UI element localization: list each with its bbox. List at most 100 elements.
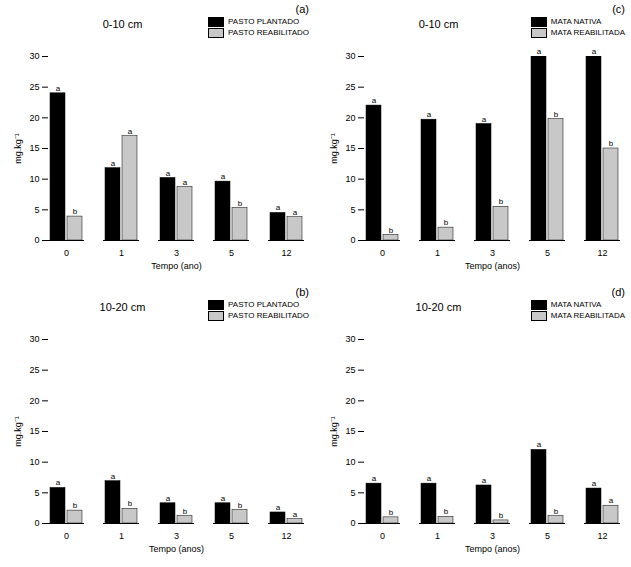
svg-text:a: a — [183, 178, 188, 187]
svg-text:b: b — [238, 199, 243, 208]
svg-text:b: b — [499, 197, 504, 206]
svg-text:a: a — [128, 127, 133, 136]
svg-text:5: 5 — [34, 488, 39, 498]
svg-text:12: 12 — [281, 531, 291, 541]
svg-text:20: 20 — [345, 113, 355, 123]
svg-text:5: 5 — [34, 205, 39, 215]
svg-text:5: 5 — [545, 531, 550, 541]
html-text:0-10 cm: 0-10 cm — [102, 18, 143, 30]
svg-text:5: 5 — [350, 205, 355, 215]
svg-text:a: a — [592, 47, 597, 56]
svg-text:25: 25 — [29, 365, 39, 375]
svg-text:a: a — [372, 96, 377, 105]
svg-text:a: a — [293, 208, 298, 217]
svg-text:0: 0 — [350, 235, 355, 245]
svg-text:15: 15 — [345, 426, 355, 436]
svg-text:a: a — [427, 474, 432, 483]
svg-text:12: 12 — [597, 531, 607, 541]
svg-text:0: 0 — [34, 518, 39, 528]
svg-text:10: 10 — [29, 174, 39, 184]
svg-text:a: a — [537, 47, 542, 56]
svg-text:mg.kg⁻¹: mg.kg⁻¹ — [329, 133, 339, 164]
svg-text:mg.kg⁻¹: mg.kg⁻¹ — [13, 416, 23, 447]
svg-text:mg.kg⁻¹: mg.kg⁻¹ — [329, 416, 339, 447]
svg-text:a: a — [166, 169, 171, 178]
svg-text:mg.kg⁻¹: mg.kg⁻¹ — [13, 133, 23, 164]
svg-text:3: 3 — [490, 248, 495, 258]
svg-text:a: a — [276, 203, 281, 212]
svg-text:10: 10 — [29, 457, 39, 467]
svg-text:a: a — [111, 159, 116, 168]
html-text:(a): (a) — [295, 3, 309, 15]
svg-text:0: 0 — [64, 531, 69, 541]
svg-text:12: 12 — [281, 248, 291, 258]
html-text:(c): (c) — [612, 3, 625, 15]
svg-text:b: b — [554, 507, 559, 516]
svg-text:Tempo (ano): Tempo (ano) — [151, 261, 202, 271]
svg-text:b: b — [73, 501, 78, 510]
svg-text:5: 5 — [229, 531, 234, 541]
svg-text:b: b — [389, 226, 394, 235]
svg-text:10: 10 — [345, 457, 355, 467]
svg-text:0: 0 — [380, 531, 385, 541]
svg-text:Tempo (anos): Tempo (anos) — [465, 261, 520, 271]
svg-text:a: a — [293, 510, 298, 519]
svg-text:20: 20 — [29, 113, 39, 123]
svg-text:3: 3 — [174, 531, 179, 541]
svg-text:20: 20 — [29, 396, 39, 406]
svg-text:3: 3 — [174, 248, 179, 258]
svg-text:15: 15 — [345, 143, 355, 153]
svg-text:5: 5 — [350, 488, 355, 498]
svg-text:a: a — [221, 494, 226, 503]
svg-text:15: 15 — [29, 143, 39, 153]
svg-text:1: 1 — [119, 531, 124, 541]
svg-text:a: a — [482, 115, 487, 124]
svg-text:30: 30 — [345, 334, 355, 344]
svg-text:a: a — [592, 479, 597, 488]
svg-text:5: 5 — [229, 248, 234, 258]
svg-text:1: 1 — [435, 531, 440, 541]
svg-text:0: 0 — [34, 235, 39, 245]
svg-text:20: 20 — [345, 396, 355, 406]
svg-text:b: b — [389, 508, 394, 517]
svg-text:b: b — [609, 139, 614, 148]
svg-text:a: a — [537, 440, 542, 449]
svg-text:15: 15 — [29, 426, 39, 436]
svg-text:1: 1 — [435, 248, 440, 258]
svg-text:25: 25 — [345, 365, 355, 375]
svg-text:a: a — [111, 472, 116, 481]
svg-text:b: b — [73, 207, 78, 216]
svg-text:0: 0 — [380, 248, 385, 258]
svg-text:a: a — [166, 494, 171, 503]
svg-text:b: b — [128, 499, 133, 508]
svg-text:a: a — [482, 476, 487, 485]
svg-text:12: 12 — [597, 248, 607, 258]
svg-text:a: a — [609, 496, 614, 505]
svg-text:a: a — [372, 474, 377, 483]
svg-text:30: 30 — [345, 51, 355, 61]
svg-text:a: a — [276, 503, 281, 512]
svg-text:1: 1 — [119, 248, 124, 258]
svg-text:30: 30 — [29, 334, 39, 344]
svg-text:Tempo (anos): Tempo (anos) — [465, 544, 520, 554]
svg-text:a: a — [221, 172, 226, 181]
svg-text:30: 30 — [29, 51, 39, 61]
svg-text:0: 0 — [64, 248, 69, 258]
svg-text:b: b — [444, 218, 449, 227]
svg-text:b: b — [554, 110, 559, 119]
html-text:0-10 cm: 0-10 cm — [418, 18, 459, 30]
svg-text:b: b — [238, 501, 243, 510]
svg-text:a: a — [56, 478, 61, 487]
svg-text:Tempo (anos): Tempo (anos) — [149, 544, 204, 554]
svg-text:25: 25 — [345, 82, 355, 92]
svg-text:0: 0 — [350, 518, 355, 528]
svg-text:5: 5 — [545, 248, 550, 258]
svg-text:10: 10 — [345, 174, 355, 184]
svg-text:b: b — [444, 507, 449, 516]
svg-text:b: b — [183, 507, 188, 516]
svg-text:b: b — [499, 511, 504, 520]
svg-text:a: a — [56, 84, 61, 93]
svg-text:3: 3 — [490, 531, 495, 541]
svg-text:a: a — [427, 110, 432, 119]
svg-text:25: 25 — [29, 82, 39, 92]
